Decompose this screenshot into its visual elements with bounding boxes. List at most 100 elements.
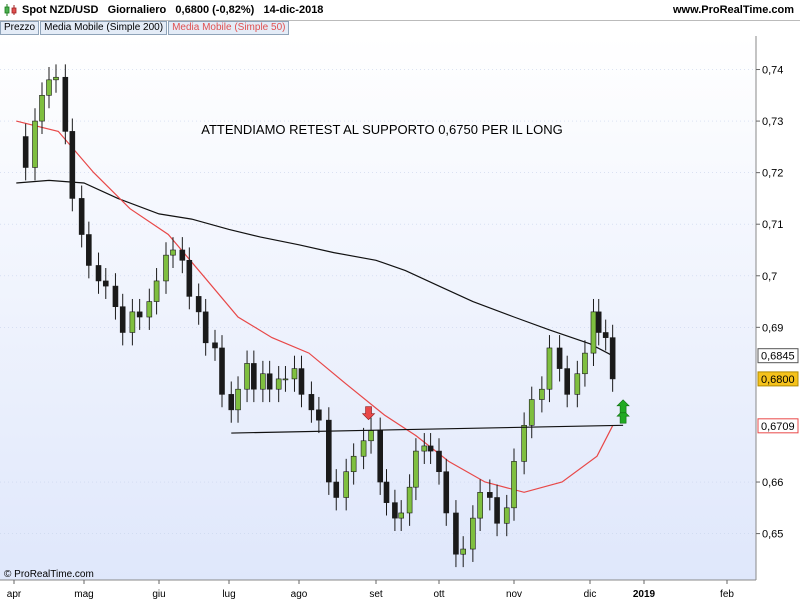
price-mark-box — [757, 371, 799, 387]
x-tick-label: nov — [506, 589, 522, 600]
down-arrow-icon — [361, 406, 376, 421]
candle-body — [291, 368, 298, 380]
candle-body — [39, 94, 45, 122]
candle-body — [163, 254, 169, 282]
candle-body — [368, 430, 374, 442]
candle-body — [316, 409, 322, 421]
price-change: (-0,82%) — [212, 4, 255, 16]
candle-body — [275, 378, 282, 390]
last-price: 0,6800 — [175, 4, 210, 16]
candle-body — [609, 337, 616, 380]
y-tick-label: 0,66 — [762, 477, 783, 489]
up-arrow-icon — [616, 399, 630, 414]
candle-body — [212, 342, 218, 349]
candle-body — [46, 79, 52, 96]
header-bar: Spot NZD/USD Giornaliero 0,6800 (-0,82%)… — [0, 0, 800, 21]
y-tick-label: 0,72 — [762, 168, 783, 180]
candle-body — [460, 548, 466, 555]
candle-body — [574, 373, 581, 395]
candle-body — [350, 455, 357, 473]
candle-body — [343, 471, 349, 498]
candle-body — [392, 502, 398, 519]
price-marks: 0,6845 0,6800 0,6709 — [757, 348, 799, 434]
legend-ma50[interactable]: Media Mobile (Simple 50) — [168, 21, 290, 35]
candles — [22, 64, 616, 568]
candle-body — [129, 311, 136, 333]
candle-body — [195, 296, 202, 313]
candle-body — [503, 507, 510, 524]
site-url: www.ProRealTime.com — [672, 4, 794, 16]
signal-arrows — [361, 399, 630, 424]
candle-body — [32, 120, 38, 168]
candle-body — [556, 347, 563, 369]
price-mark-label: 0,6709 — [761, 421, 795, 433]
legend-ma200[interactable]: Media Mobile (Simple 200) — [40, 21, 168, 35]
header-ticker: Spot NZD/USD Giornaliero 0,6800 (-0,82%)… — [22, 4, 323, 16]
y-tick-label: 0,69 — [762, 322, 783, 334]
candle-body — [308, 394, 315, 411]
x-tick-label: ott — [433, 589, 444, 600]
x-tick-label: giu — [152, 589, 165, 600]
x-tick-label: apr — [7, 589, 22, 600]
candle-body — [136, 311, 143, 318]
up-arrow-icon — [616, 409, 630, 424]
candle-body — [112, 285, 119, 308]
candle-body — [22, 136, 29, 168]
y-axis: 0,74 0,73 0,72 0,71 0,7 0,69 0,66 0,65 — [756, 65, 783, 541]
x-tick-label: set — [369, 589, 383, 600]
x-tick-label: ago — [291, 589, 308, 600]
candle-body — [153, 280, 160, 302]
candle-body — [102, 280, 109, 287]
candle-body — [539, 388, 545, 400]
header-date: 14-dic-2018 — [263, 4, 324, 16]
y-tick-label: 0,7 — [762, 271, 777, 283]
candle-body — [333, 481, 340, 498]
candle-body — [360, 440, 367, 457]
candle-body — [202, 311, 209, 344]
plot-background — [0, 36, 756, 580]
candle-body — [413, 450, 419, 488]
candle-body — [62, 76, 69, 132]
x-tick-label: 2019 — [633, 589, 656, 600]
candle-body — [494, 497, 500, 524]
price-mark-label: 0,6800 — [761, 374, 795, 386]
candle-body — [595, 311, 602, 333]
candle-body — [244, 363, 250, 390]
candle-body — [146, 301, 153, 318]
candle-body — [528, 399, 535, 426]
y-tick-label: 0,71 — [762, 219, 783, 231]
candle-body — [602, 332, 609, 338]
candle-body — [53, 76, 59, 81]
candle-body — [282, 378, 289, 381]
support-trendline — [231, 424, 624, 434]
candle-body — [219, 347, 225, 395]
candle-body — [170, 249, 176, 256]
candle-body — [564, 368, 571, 395]
chart-annotation: ATTENDIAMO RETEST AL SUPPORTO 0,6750 PER… — [201, 122, 562, 137]
candle-body — [436, 450, 442, 473]
ma200-path — [16, 179, 613, 357]
candle-body — [477, 492, 483, 519]
y-tick-label: 0,74 — [762, 65, 783, 77]
y-tick-label: 0,65 — [762, 529, 783, 541]
candle-body — [590, 311, 597, 354]
candle-body — [86, 234, 92, 266]
candle-body — [119, 306, 126, 333]
x-tick-label: dic — [584, 589, 597, 600]
candle-body — [78, 198, 85, 235]
candlestick-icon — [4, 4, 17, 16]
legend-bar: Prezzo Media Mobile (Simple 200) Media Mob… — [0, 21, 290, 35]
candle-body — [383, 481, 390, 503]
candle-body — [179, 249, 186, 261]
x-tick-label: feb — [720, 589, 734, 600]
candle-body — [95, 265, 102, 282]
candle-body — [326, 419, 332, 483]
candle-body — [266, 373, 273, 390]
legend-price[interactable]: Prezzo — [0, 21, 40, 35]
candle-body — [235, 388, 241, 411]
candle-body — [260, 373, 266, 390]
candle-body — [421, 445, 428, 452]
candle-body — [251, 363, 257, 390]
ma50-path — [16, 120, 614, 493]
x-tick-label: lug — [222, 589, 235, 600]
